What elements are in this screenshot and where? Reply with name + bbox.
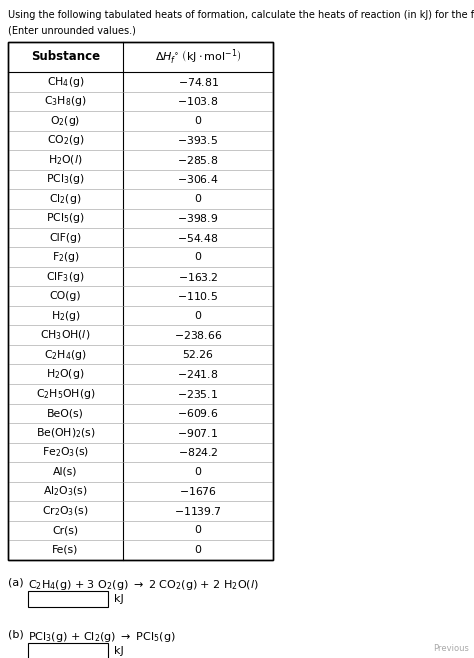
Text: $-$54.48: $-$54.48 <box>177 232 219 243</box>
Text: (Enter unrounded values.): (Enter unrounded values.) <box>8 26 136 36</box>
Text: O$_2$(g): O$_2$(g) <box>50 114 81 128</box>
Bar <box>8 42 273 559</box>
Text: PCl$_3$(g) + Cl$_2$(g) $\rightarrow$ PCl$_5$(g): PCl$_3$(g) + Cl$_2$(g) $\rightarrow$ PCl… <box>28 630 175 644</box>
Text: Cr(s): Cr(s) <box>53 525 79 535</box>
Text: ClF$_3$(g): ClF$_3$(g) <box>46 270 85 284</box>
Text: (b): (b) <box>8 630 24 640</box>
Text: Al$_2$O$_3$(s): Al$_2$O$_3$(s) <box>43 484 88 498</box>
Text: Cl$_2$(g): Cl$_2$(g) <box>49 191 82 206</box>
Text: (a): (a) <box>8 578 24 588</box>
Text: $-$74.81: $-$74.81 <box>177 76 219 88</box>
Text: H$_2$O(g): H$_2$O(g) <box>46 367 85 381</box>
Text: $-$907.1: $-$907.1 <box>177 427 219 439</box>
Text: kJ: kJ <box>114 594 124 604</box>
Text: 0: 0 <box>194 193 201 204</box>
Text: CH$_3$OH($l$): CH$_3$OH($l$) <box>40 328 91 342</box>
Text: $-$103.8: $-$103.8 <box>177 95 219 107</box>
Text: $-$238.66: $-$238.66 <box>174 329 222 342</box>
Text: Fe$_2$O$_3$(s): Fe$_2$O$_3$(s) <box>42 445 89 459</box>
Text: $-$163.2: $-$163.2 <box>178 270 218 283</box>
Bar <box>28 592 108 607</box>
Text: 0: 0 <box>194 525 201 535</box>
Text: ClF(g): ClF(g) <box>49 233 82 243</box>
Text: $-$110.5: $-$110.5 <box>177 290 219 302</box>
Text: PCl$_3$(g): PCl$_3$(g) <box>46 172 85 186</box>
Text: Be(OH)$_2$(s): Be(OH)$_2$(s) <box>36 426 95 440</box>
Text: H$_2$O($l$): H$_2$O($l$) <box>48 153 83 166</box>
Text: Fe(s): Fe(s) <box>52 545 79 555</box>
Text: 0: 0 <box>194 467 201 477</box>
Text: $\Delta H_f^\circ\,\left(\mathrm{kJ\cdot mol^{-1}}\right)$: $\Delta H_f^\circ\,\left(\mathrm{kJ\cdot… <box>155 47 241 66</box>
Text: 0: 0 <box>194 545 201 555</box>
Text: $-$1676: $-$1676 <box>179 485 217 497</box>
Text: $-$235.1: $-$235.1 <box>177 388 219 400</box>
Text: C$_2$H$_4$(g) + 3 O$_2$(g) $\rightarrow$ 2 CO$_2$(g) + 2 H$_2$O($l$): C$_2$H$_4$(g) + 3 O$_2$(g) $\rightarrow$… <box>28 578 259 592</box>
Bar <box>8 42 273 559</box>
Text: $-$824.2: $-$824.2 <box>178 446 218 458</box>
Text: C$_2$H$_4$(g): C$_2$H$_4$(g) <box>44 347 87 362</box>
Text: F$_2$(g): F$_2$(g) <box>52 250 80 265</box>
Text: 0: 0 <box>194 252 201 263</box>
Text: kJ: kJ <box>114 646 124 656</box>
Text: BeO(s): BeO(s) <box>47 408 84 418</box>
Text: C$_3$H$_8$(g): C$_3$H$_8$(g) <box>44 94 87 109</box>
Text: 0: 0 <box>194 116 201 126</box>
Text: CO$_2$(g): CO$_2$(g) <box>46 134 84 147</box>
Text: $-$241.8: $-$241.8 <box>177 368 219 380</box>
Text: $-$285.8: $-$285.8 <box>177 154 219 166</box>
Text: C$_2$H$_5$OH(g): C$_2$H$_5$OH(g) <box>36 387 95 401</box>
Text: Using the following tabulated heats of formation, calculate the heats of reactio: Using the following tabulated heats of f… <box>8 10 474 20</box>
Text: 0: 0 <box>194 311 201 320</box>
Text: CH$_4$(g): CH$_4$(g) <box>47 75 84 89</box>
Text: Previous: Previous <box>433 644 469 653</box>
Text: Al(s): Al(s) <box>53 467 78 477</box>
Text: H$_2$(g): H$_2$(g) <box>51 309 81 323</box>
Text: $-$393.5: $-$393.5 <box>177 134 219 146</box>
Text: CO(g): CO(g) <box>50 291 82 301</box>
Text: Substance: Substance <box>31 51 100 64</box>
Text: 52.26: 52.26 <box>182 350 213 360</box>
Bar <box>28 644 108 658</box>
Text: $-$398.9: $-$398.9 <box>177 213 219 224</box>
Text: Cr$_2$O$_3$(s): Cr$_2$O$_3$(s) <box>42 504 89 518</box>
Text: $-$306.4: $-$306.4 <box>177 173 219 186</box>
Text: PCl$_5$(g): PCl$_5$(g) <box>46 211 85 225</box>
Text: $-$609.6: $-$609.6 <box>177 407 219 419</box>
Text: $-$1139.7: $-$1139.7 <box>174 505 222 517</box>
